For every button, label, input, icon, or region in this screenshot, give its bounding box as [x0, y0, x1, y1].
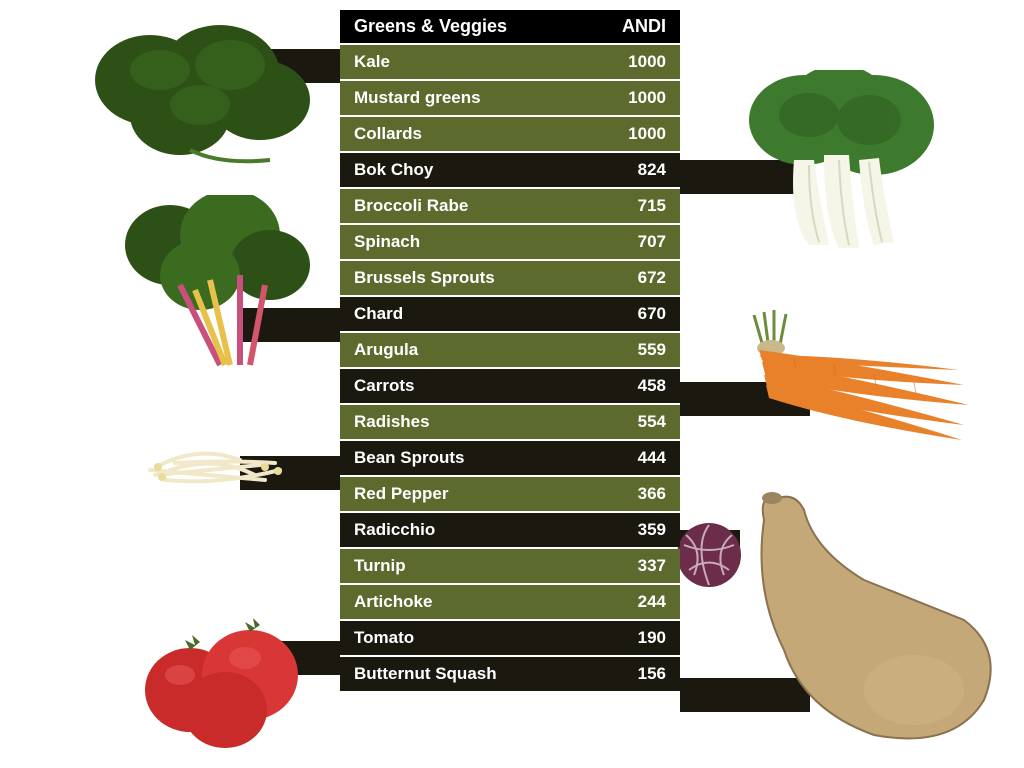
andi-table: Greens & Veggies ANDI Kale1000Mustard gr…: [340, 10, 680, 691]
row-score: 672: [638, 268, 666, 288]
table-row: Arugula 559: [340, 333, 680, 367]
row-score: 1000: [628, 124, 666, 144]
bokchoy-image: [714, 70, 964, 260]
table-row: Tomato 190: [340, 621, 680, 655]
row-score: 1000: [628, 52, 666, 72]
table-row: Broccoli Rabe 715: [340, 189, 680, 223]
row-name: Brussels Sprouts: [354, 268, 495, 288]
table-row: Red Pepper 366: [340, 477, 680, 511]
table-row: Mustard greens 1000: [340, 81, 680, 115]
butternut-squash-image: [714, 470, 1014, 760]
table-row: Kale 1000: [340, 45, 680, 79]
table-row: Radicchio 359: [340, 513, 680, 547]
row-score: 156: [638, 664, 666, 684]
row-name: Mustard greens: [354, 88, 481, 108]
row-name: Carrots: [354, 376, 414, 396]
table-header: Greens & Veggies ANDI: [340, 10, 680, 43]
header-name: Greens & Veggies: [354, 16, 507, 37]
table-row: Radishes 554: [340, 405, 680, 439]
row-name: Butternut Squash: [354, 664, 497, 684]
table-row: Turnip 337: [340, 549, 680, 583]
row-name: Radicchio: [354, 520, 435, 540]
row-score: 190: [638, 628, 666, 648]
table-row: Bean Sprouts 444: [340, 441, 680, 475]
chard-image: [100, 195, 330, 385]
row-score: 554: [638, 412, 666, 432]
tomato-image: [120, 600, 320, 750]
row-name: Artichoke: [354, 592, 432, 612]
table-row: Collards 1000: [340, 117, 680, 151]
table-row: Carrots 458: [340, 369, 680, 403]
carrots-image: [714, 300, 984, 460]
row-name: Spinach: [354, 232, 420, 252]
row-name: Arugula: [354, 340, 418, 360]
table-row: Brussels Sprouts 672: [340, 261, 680, 295]
row-score: 670: [638, 304, 666, 324]
row-name: Bok Choy: [354, 160, 433, 180]
row-score: 1000: [628, 88, 666, 108]
row-score: 824: [638, 160, 666, 180]
table-row: Artichoke 244: [340, 585, 680, 619]
row-name: Red Pepper: [354, 484, 448, 504]
row-score: 458: [638, 376, 666, 396]
row-name: Turnip: [354, 556, 406, 576]
row-name: Kale: [354, 52, 390, 72]
kale-image: [90, 20, 320, 170]
row-name: Broccoli Rabe: [354, 196, 468, 216]
row-score: 337: [638, 556, 666, 576]
table-row: Bok Choy 824: [340, 153, 680, 187]
row-score: 444: [638, 448, 666, 468]
row-name: Bean Sprouts: [354, 448, 465, 468]
row-score: 366: [638, 484, 666, 504]
row-name: Collards: [354, 124, 422, 144]
row-name: Tomato: [354, 628, 414, 648]
row-score: 707: [638, 232, 666, 252]
row-name: Radishes: [354, 412, 430, 432]
table-row: Butternut Squash 156: [340, 657, 680, 691]
row-score: 359: [638, 520, 666, 540]
row-score: 715: [638, 196, 666, 216]
table-row: Spinach 707: [340, 225, 680, 259]
row-name: Chard: [354, 304, 403, 324]
bean-sprouts-image: [140, 425, 300, 505]
header-score: ANDI: [622, 16, 666, 37]
row-score: 559: [638, 340, 666, 360]
row-score: 244: [638, 592, 666, 612]
table-row: Chard 670: [340, 297, 680, 331]
